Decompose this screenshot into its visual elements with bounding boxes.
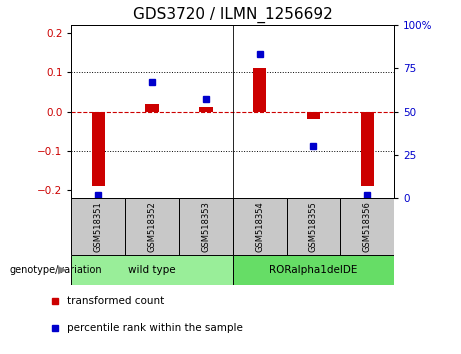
Bar (233, 198, 287, 255)
Bar (145, 104, 159, 112)
Bar (179, 198, 233, 255)
Bar (287, 198, 340, 255)
Text: wild type: wild type (128, 265, 176, 275)
Text: GSM518355: GSM518355 (309, 201, 318, 252)
Bar (307, 112, 320, 119)
Bar (340, 198, 394, 255)
Text: percentile rank within the sample: percentile rank within the sample (67, 323, 243, 333)
Bar (233, 255, 394, 285)
Text: transformed count: transformed count (67, 296, 165, 306)
Text: GSM518351: GSM518351 (94, 201, 103, 252)
Bar (253, 68, 266, 112)
Bar (71, 255, 233, 285)
Bar (361, 112, 374, 187)
Text: GSM518356: GSM518356 (363, 201, 372, 252)
Text: genotype/variation: genotype/variation (9, 265, 102, 275)
Title: GDS3720 / ILMN_1256692: GDS3720 / ILMN_1256692 (133, 7, 333, 23)
Bar (92, 112, 105, 187)
Text: GSM518353: GSM518353 (201, 201, 210, 252)
Bar (199, 107, 213, 112)
Bar (71, 198, 125, 255)
Text: RORalpha1delDE: RORalpha1delDE (269, 265, 358, 275)
Bar (125, 198, 179, 255)
Text: ▶: ▶ (59, 265, 67, 275)
Text: GSM518354: GSM518354 (255, 201, 264, 252)
Text: GSM518352: GSM518352 (148, 201, 157, 252)
